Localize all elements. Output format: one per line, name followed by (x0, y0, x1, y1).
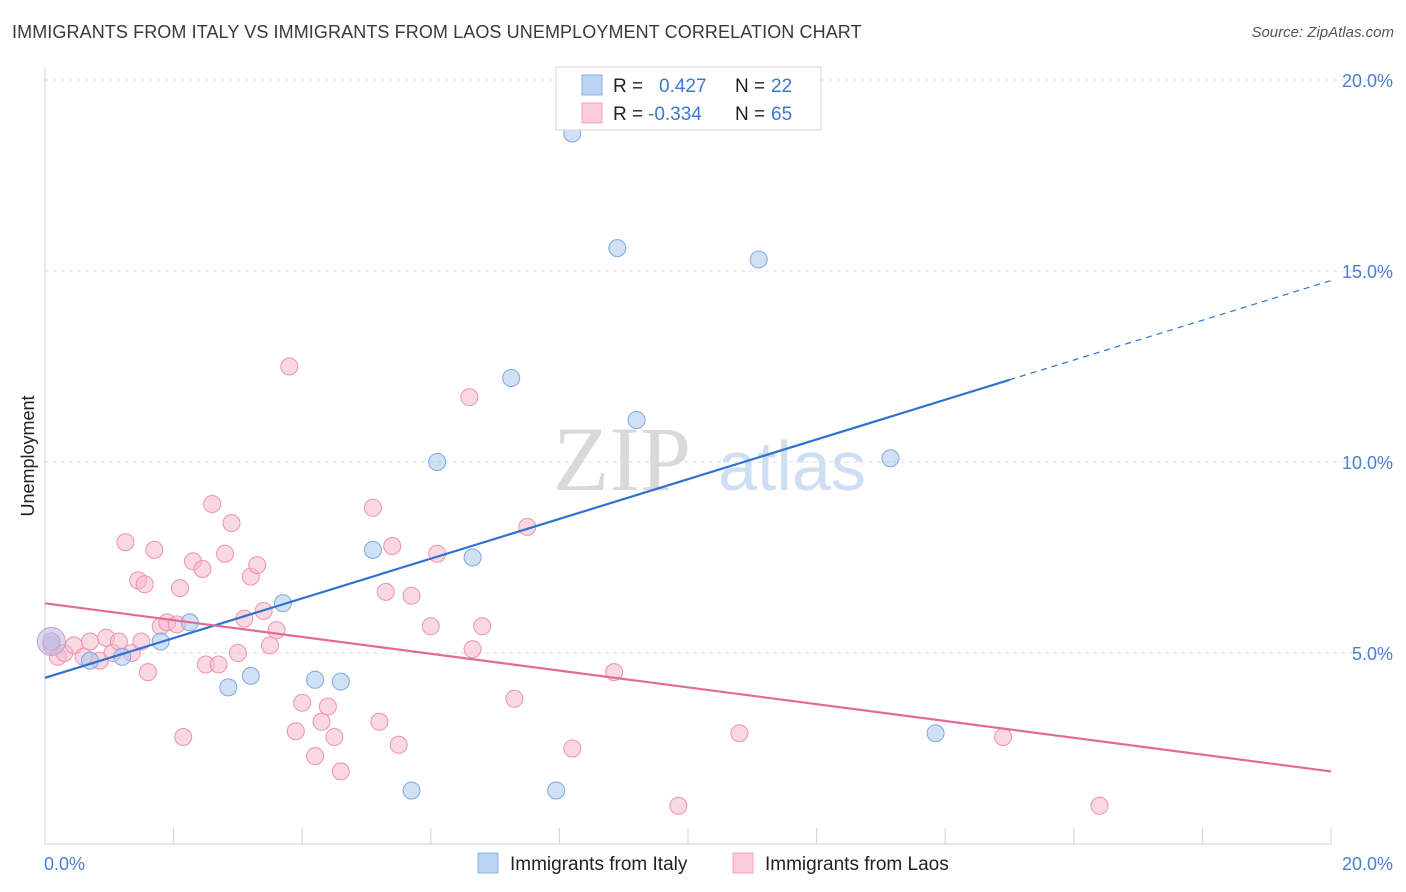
laos-point-37 (286, 722, 305, 741)
italy-point-6 (241, 666, 260, 685)
origin-cluster-point (36, 627, 66, 656)
laos-point-23 (193, 560, 212, 578)
laos-point-46 (376, 582, 395, 601)
legend-italy-r-value: 0.427 (659, 76, 707, 97)
legend-laos-r-label: R = (613, 104, 643, 125)
laos-point-60 (730, 724, 749, 743)
italy-point-15 (547, 781, 566, 800)
y-axis-label: Unemployment (18, 395, 38, 516)
gridlines (45, 79, 1392, 654)
italy-point-13 (463, 548, 482, 567)
laos-point-42 (325, 728, 344, 746)
x-tick-label-min: 0.0% (44, 854, 85, 874)
y-tick-label-0: 5.0% (1352, 644, 1393, 664)
trend-lines (44, 279, 1332, 773)
laos-point-62 (1090, 796, 1109, 815)
laos-point-43 (331, 762, 350, 781)
laos-point-44 (363, 498, 382, 517)
laos-point-59 (669, 796, 688, 815)
correlation-legend: R = 0.427 N = 22 R = -0.334 N = 65 (555, 66, 822, 131)
legend-italy-n-value: 22 (771, 76, 792, 97)
italy-trend-line (44, 378, 1010, 679)
bottom-legend-swatch-laos (732, 852, 754, 874)
laos-point-25 (203, 495, 222, 513)
laos-point-45 (370, 712, 389, 731)
legend-laos-n-value: 65 (771, 104, 792, 125)
italy-point-12 (428, 453, 447, 471)
legend-laos-n-label: N = (735, 104, 765, 125)
laos-point-5 (81, 632, 99, 651)
y-tick-label-1: 10.0% (1342, 453, 1393, 473)
laos-point-34 (261, 636, 279, 655)
laos-point-39 (306, 747, 325, 766)
laos-point-32 (248, 556, 267, 575)
laos-point-27 (216, 544, 234, 563)
italy-point-9 (331, 672, 350, 691)
legend-italy-n-label: N = (735, 76, 765, 97)
legend-swatch-laos (581, 102, 603, 124)
source-label: Source: ZipAtlas.com (1251, 24, 1394, 41)
laos-point-14 (135, 575, 154, 594)
laos-point-57 (563, 739, 582, 758)
laos-point-28 (222, 514, 241, 533)
watermark-atlas: atlas (718, 427, 866, 505)
legend-laos-r-value: -0.334 (648, 104, 702, 125)
laos-point-55 (505, 689, 524, 708)
y-tick-labels: 5.0% 10.0% 15.0% 20.0% (1342, 71, 1393, 664)
laos-point-53 (463, 640, 482, 659)
italy-point-17 (608, 239, 627, 258)
bottom-legend-label-laos: Immigrants from Laos (765, 854, 949, 875)
italy-point-14 (502, 369, 521, 387)
italy-point-11 (402, 781, 421, 800)
legend-italy-r-label: R = (613, 76, 643, 97)
laos-point-49 (402, 586, 421, 605)
laos-point-20 (171, 579, 189, 598)
laos-point-29 (228, 644, 247, 662)
italy-point-18 (627, 411, 646, 429)
italy-point-10 (363, 540, 382, 559)
laos-point-38 (293, 693, 312, 712)
italy-point-5 (219, 678, 238, 697)
italy-point-21 (926, 724, 945, 743)
italy-trend-extension (1009, 279, 1332, 381)
laos-point-35 (267, 621, 286, 640)
legend-swatch-italy (581, 74, 603, 96)
laos-point-40 (312, 712, 331, 731)
laos-point-47 (383, 537, 402, 555)
watermark-zip: ZIP (553, 408, 691, 510)
laos-point-15 (138, 663, 157, 682)
chart-title: IMMIGRANTS FROM ITALY VS IMMIGRANTS FROM… (12, 22, 862, 42)
laos-point-54 (473, 617, 492, 636)
y-tick-label-3: 20.0% (1342, 71, 1393, 91)
laos-point-26 (209, 655, 228, 674)
laos-point-61 (994, 728, 1013, 746)
laos-point-41 (318, 697, 337, 716)
laos-trend-line (44, 602, 1332, 773)
y-tick-label-2: 15.0% (1342, 262, 1393, 282)
bottom-legend-swatch-italy (477, 852, 499, 874)
italy-point-19 (749, 250, 768, 269)
laos-point-10 (116, 533, 135, 552)
bottom-legend-label-italy: Immigrants from Italy (510, 854, 688, 875)
x-tick-label-max: 20.0% (1342, 854, 1393, 874)
laos-point-52 (460, 388, 479, 407)
laos-point-36 (280, 357, 299, 376)
laos-point-50 (421, 617, 440, 636)
series-legend: Immigrants from Italy Immigrants from La… (477, 852, 949, 875)
italy-point-20 (881, 449, 900, 468)
laos-point-48 (389, 735, 408, 754)
laos-point-21 (174, 728, 193, 746)
italy-point-8 (306, 670, 325, 689)
x-ticks (44, 828, 1332, 844)
laos-point-16 (145, 540, 164, 559)
